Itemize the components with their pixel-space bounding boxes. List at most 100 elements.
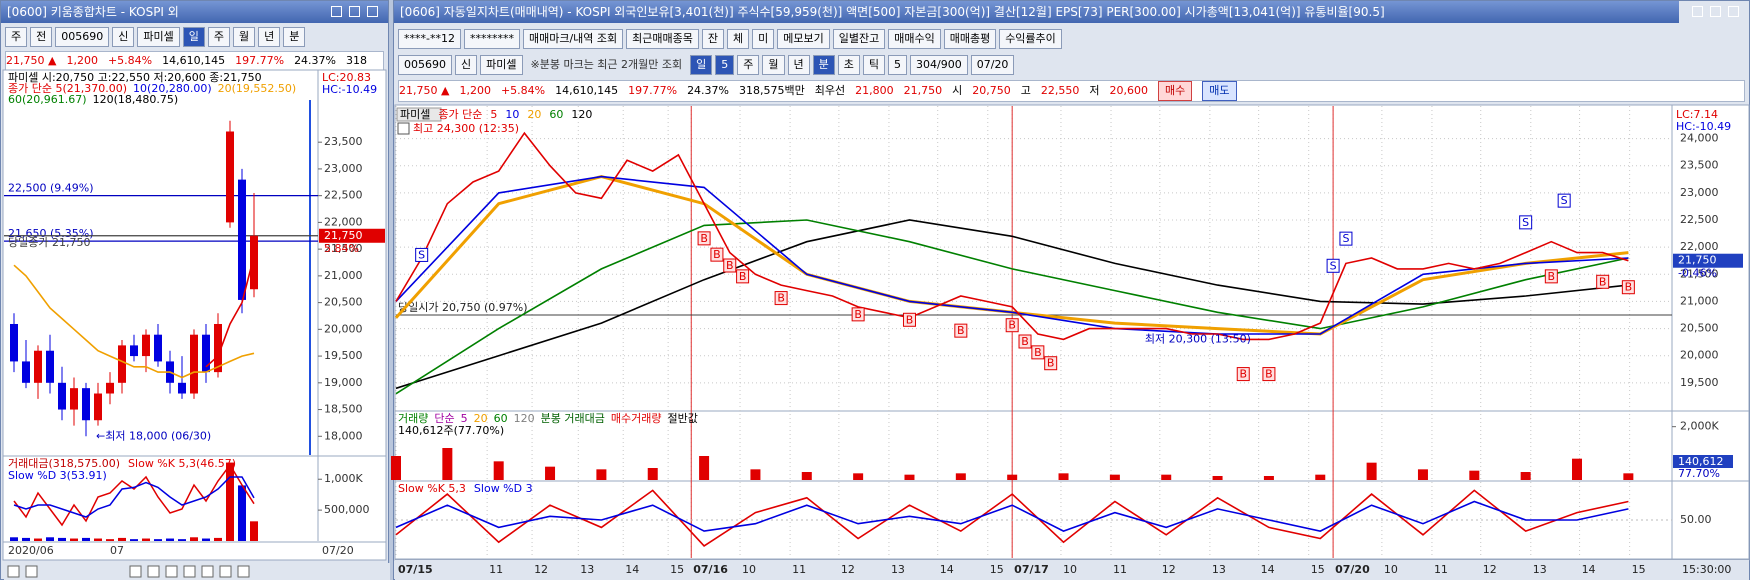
icon[interactable] <box>25 565 38 578</box>
icon[interactable] <box>147 565 160 578</box>
button[interactable]: 신 <box>455 55 478 75</box>
icon[interactable] <box>237 565 250 578</box>
maximize[interactable] <box>1710 6 1721 17</box>
button[interactable]: 주 <box>737 55 760 75</box>
x-tick-label: 07/20 <box>1335 563 1370 576</box>
button[interactable]: 년 <box>787 55 810 75</box>
y-tick-label: 20,500 <box>1680 322 1719 335</box>
button[interactable]: 미 <box>752 29 775 49</box>
button[interactable]: 07/20 <box>970 55 1015 75</box>
high-note: 최고 24,300 (12:35) <box>413 122 519 135</box>
button[interactable]: 초 <box>837 55 860 75</box>
button[interactable]: 년 <box>258 27 281 47</box>
button[interactable]: 전 <box>30 27 53 47</box>
button[interactable]: 5 <box>715 55 735 75</box>
candle-body <box>34 350 42 383</box>
icon[interactable] <box>219 565 232 578</box>
button[interactable]: 304/900 <box>910 55 968 75</box>
candle-body <box>22 361 30 383</box>
button[interactable]: 005690 <box>55 27 110 47</box>
trade-mark-label: B <box>726 259 734 272</box>
info-field: 14,610,145 <box>555 84 619 97</box>
button[interactable]: 매매수익 <box>888 29 941 49</box>
bar <box>202 538 210 541</box>
candle-body <box>142 334 150 357</box>
button[interactable]: 분 <box>812 55 835 75</box>
low-note: 최저 20,300 (13:50) <box>1145 332 1251 345</box>
info-field: 22,550 <box>1040 84 1080 97</box>
icon[interactable] <box>7 565 20 578</box>
icon[interactable] <box>183 565 196 578</box>
button[interactable]: 월 <box>762 55 785 75</box>
button[interactable]: 주 <box>207 27 230 47</box>
minimize[interactable] <box>331 6 342 17</box>
icon[interactable] <box>129 565 142 578</box>
x-tick-label: 14 <box>1261 563 1275 576</box>
icon[interactable] <box>201 565 214 578</box>
button[interactable]: ※분봉 마크는 최근 2개월만 조회 <box>530 58 683 71</box>
trade-mark <box>1557 193 1571 208</box>
button[interactable]: 분 <box>283 27 306 47</box>
button[interactable]: 5 <box>888 55 908 75</box>
minimize[interactable] <box>1692 6 1703 17</box>
button[interactable]: 잔 <box>701 29 724 49</box>
button[interactable]: 파미셀 <box>137 27 180 47</box>
legend-item: 60(20,961.67) <box>8 93 87 106</box>
x-tick-label: 11 <box>792 563 806 576</box>
button[interactable]: 신 <box>112 27 135 47</box>
icon[interactable] <box>165 565 178 578</box>
button[interactable]: 매매총평 <box>943 29 997 49</box>
y-tick-label: 22,500 <box>1680 213 1719 226</box>
legend-item: 5 <box>461 412 468 425</box>
legend-item: 10(20,280.00) <box>133 82 212 95</box>
button[interactable]: 메모보기 <box>777 29 830 49</box>
button[interactable]: ******** <box>463 29 520 49</box>
info-field[interactable]: 매수 <box>1158 81 1193 101</box>
price-line <box>395 219 1629 395</box>
y-tick-label: 23,500 <box>1680 159 1719 172</box>
button[interactable]: 파미셀 <box>480 55 523 75</box>
y-tick-label: 500,000 <box>324 503 370 516</box>
y-tick-label: 22,000 <box>324 215 363 228</box>
button[interactable]: 월 <box>233 27 256 47</box>
trade-mark-label: B <box>777 292 785 305</box>
candle-body <box>70 388 78 410</box>
info-field: 20,750 <box>972 84 1011 97</box>
button[interactable]: 일 <box>182 27 205 47</box>
button[interactable]: 매매마크/내역 조회 <box>522 29 624 49</box>
button[interactable]: 수익률추이 <box>999 29 1062 49</box>
y-tick-label: 21,500 <box>324 242 363 255</box>
y-tick-label: 20,000 <box>324 322 363 335</box>
volume-bar <box>647 468 658 480</box>
button[interactable]: ****-**12 <box>398 29 461 49</box>
volume-bar <box>801 472 812 480</box>
button[interactable]: 일별잔고 <box>832 29 886 49</box>
legend-item: 분봉 거래대금 <box>541 412 605 425</box>
button[interactable]: 주 <box>5 27 28 47</box>
volume-bar <box>1161 474 1172 480</box>
info-field: 21,750 ▲ <box>6 54 57 67</box>
button[interactable]: 005690 <box>398 55 452 75</box>
info-field: 14,610,145 <box>162 54 226 67</box>
x-tick-label: 13 <box>580 563 594 576</box>
bar <box>118 537 126 541</box>
volume-bar <box>1366 462 1377 480</box>
bar <box>58 537 66 541</box>
close[interactable] <box>367 6 378 17</box>
y-tick-label: 23,500 <box>324 135 363 148</box>
button[interactable]: 최근매매종목 <box>626 29 699 49</box>
info-field[interactable]: 매도 <box>1202 81 1237 101</box>
x-tick-label: 07/17 <box>1014 563 1049 576</box>
price-line <box>395 219 1629 390</box>
volume-bar <box>596 469 607 480</box>
button[interactable]: 체 <box>727 29 750 49</box>
bar <box>130 539 138 541</box>
low-note: ←최저 18,000 (06/30) <box>96 429 211 442</box>
candle-body <box>250 235 258 290</box>
maximize[interactable] <box>349 6 360 17</box>
close[interactable] <box>1728 6 1739 17</box>
info-field: 1,200 <box>459 84 491 97</box>
button[interactable]: 틱 <box>862 55 886 75</box>
button[interactable]: 일 <box>690 55 713 75</box>
